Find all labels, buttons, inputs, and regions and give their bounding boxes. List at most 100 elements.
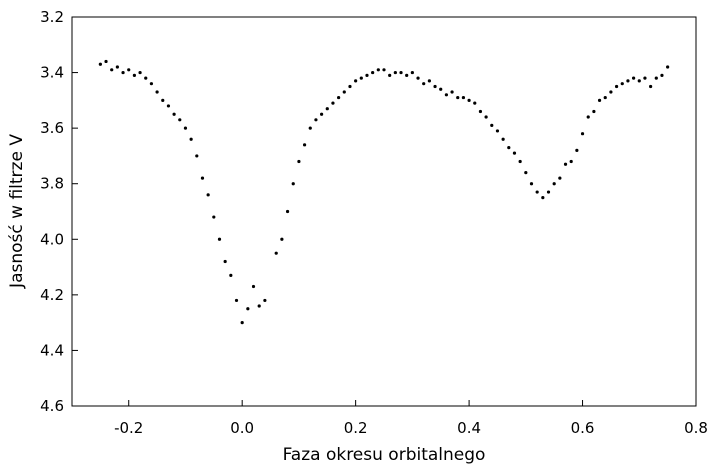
data-point xyxy=(524,171,528,175)
data-point xyxy=(382,68,386,72)
data-point xyxy=(643,76,647,80)
data-point xyxy=(206,193,210,197)
data-point xyxy=(348,84,352,89)
data-point xyxy=(666,65,670,69)
data-point xyxy=(98,62,102,66)
y-tick-label: 3.6 xyxy=(40,119,64,137)
data-point xyxy=(410,70,414,75)
data-point xyxy=(654,76,658,80)
y-tick-label: 3.4 xyxy=(40,64,64,82)
y-tick-label: 4.0 xyxy=(40,230,64,248)
data-point xyxy=(632,76,636,80)
data-point xyxy=(405,73,409,77)
x-axis-ticks: -0.2 0.0 0.2 0.4 0.6 0.8 xyxy=(114,400,708,437)
data-point xyxy=(422,82,426,86)
data-point xyxy=(149,82,154,86)
data-point xyxy=(172,112,176,116)
data-point xyxy=(478,109,483,114)
data-point xyxy=(234,298,239,303)
data-point xyxy=(291,182,295,186)
x-tick-label: 0.4 xyxy=(457,419,481,437)
data-point xyxy=(552,182,556,186)
data-point xyxy=(439,87,443,91)
data-point xyxy=(416,76,420,80)
data-point xyxy=(195,154,199,158)
data-point xyxy=(490,123,494,127)
y-tick-label: 4.2 xyxy=(40,286,64,304)
data-point xyxy=(229,273,233,278)
data-point xyxy=(342,90,346,94)
data-point xyxy=(450,90,454,94)
data-point xyxy=(110,68,114,72)
data-point xyxy=(166,104,171,108)
data-point xyxy=(535,190,539,194)
data-point xyxy=(155,90,159,94)
data-point xyxy=(320,112,324,116)
data-point xyxy=(240,321,244,325)
data-point xyxy=(575,148,579,152)
data-point xyxy=(609,90,613,94)
data-point xyxy=(376,68,380,72)
data-point xyxy=(427,79,431,83)
data-point xyxy=(558,176,562,180)
data-point xyxy=(597,98,602,102)
data-point xyxy=(161,98,165,102)
data-point xyxy=(308,126,312,130)
data-point xyxy=(365,73,369,77)
data-point xyxy=(484,115,488,119)
data-point xyxy=(217,237,222,241)
y-tick-label: 3.8 xyxy=(40,175,64,193)
data-point xyxy=(620,82,624,86)
data-point xyxy=(603,95,607,100)
data-point xyxy=(444,93,448,97)
data-point xyxy=(473,101,477,105)
data-point xyxy=(512,151,517,155)
data-point xyxy=(637,79,641,83)
data-point xyxy=(138,70,142,75)
y-tick-label: 4.4 xyxy=(40,341,64,359)
data-point xyxy=(433,84,437,89)
data-point xyxy=(569,159,573,164)
x-tick-label: 0.6 xyxy=(571,419,595,437)
data-point xyxy=(223,259,227,264)
data-point xyxy=(507,145,511,150)
plot-area-frame xyxy=(71,16,697,407)
data-point xyxy=(580,132,585,136)
data-point xyxy=(563,162,568,166)
data-point xyxy=(541,196,545,200)
data-point xyxy=(354,79,358,83)
data-point xyxy=(371,70,375,75)
data-point xyxy=(302,143,307,147)
x-tick-label: 0.8 xyxy=(684,419,708,437)
data-point xyxy=(297,159,301,164)
data-point xyxy=(461,95,466,100)
data-point xyxy=(115,65,119,69)
data-point xyxy=(314,118,318,122)
data-point xyxy=(456,95,460,100)
y-axis-title: Jasność w filtrze V xyxy=(7,134,27,289)
data-point xyxy=(178,118,182,122)
data-point xyxy=(189,137,193,141)
data-point xyxy=(251,284,256,289)
data-point xyxy=(104,59,108,64)
data-point xyxy=(132,73,136,77)
data-point xyxy=(660,73,664,77)
data-point xyxy=(246,307,250,311)
y-tick-label: 4.6 xyxy=(40,397,64,415)
data-point xyxy=(325,107,329,111)
data-point xyxy=(614,84,619,89)
data-point xyxy=(285,209,290,214)
data-point xyxy=(144,76,148,80)
data-point xyxy=(388,73,392,77)
data-point xyxy=(121,70,125,75)
data-point xyxy=(546,190,551,194)
data-point xyxy=(529,182,534,186)
data-point xyxy=(274,251,278,255)
data-points xyxy=(98,59,670,325)
data-point xyxy=(257,304,261,308)
data-point xyxy=(183,126,188,130)
data-point xyxy=(359,76,363,80)
x-axis-title: Faza okresu orbitalnego xyxy=(283,445,486,465)
x-tick-label: 0.2 xyxy=(344,419,368,437)
